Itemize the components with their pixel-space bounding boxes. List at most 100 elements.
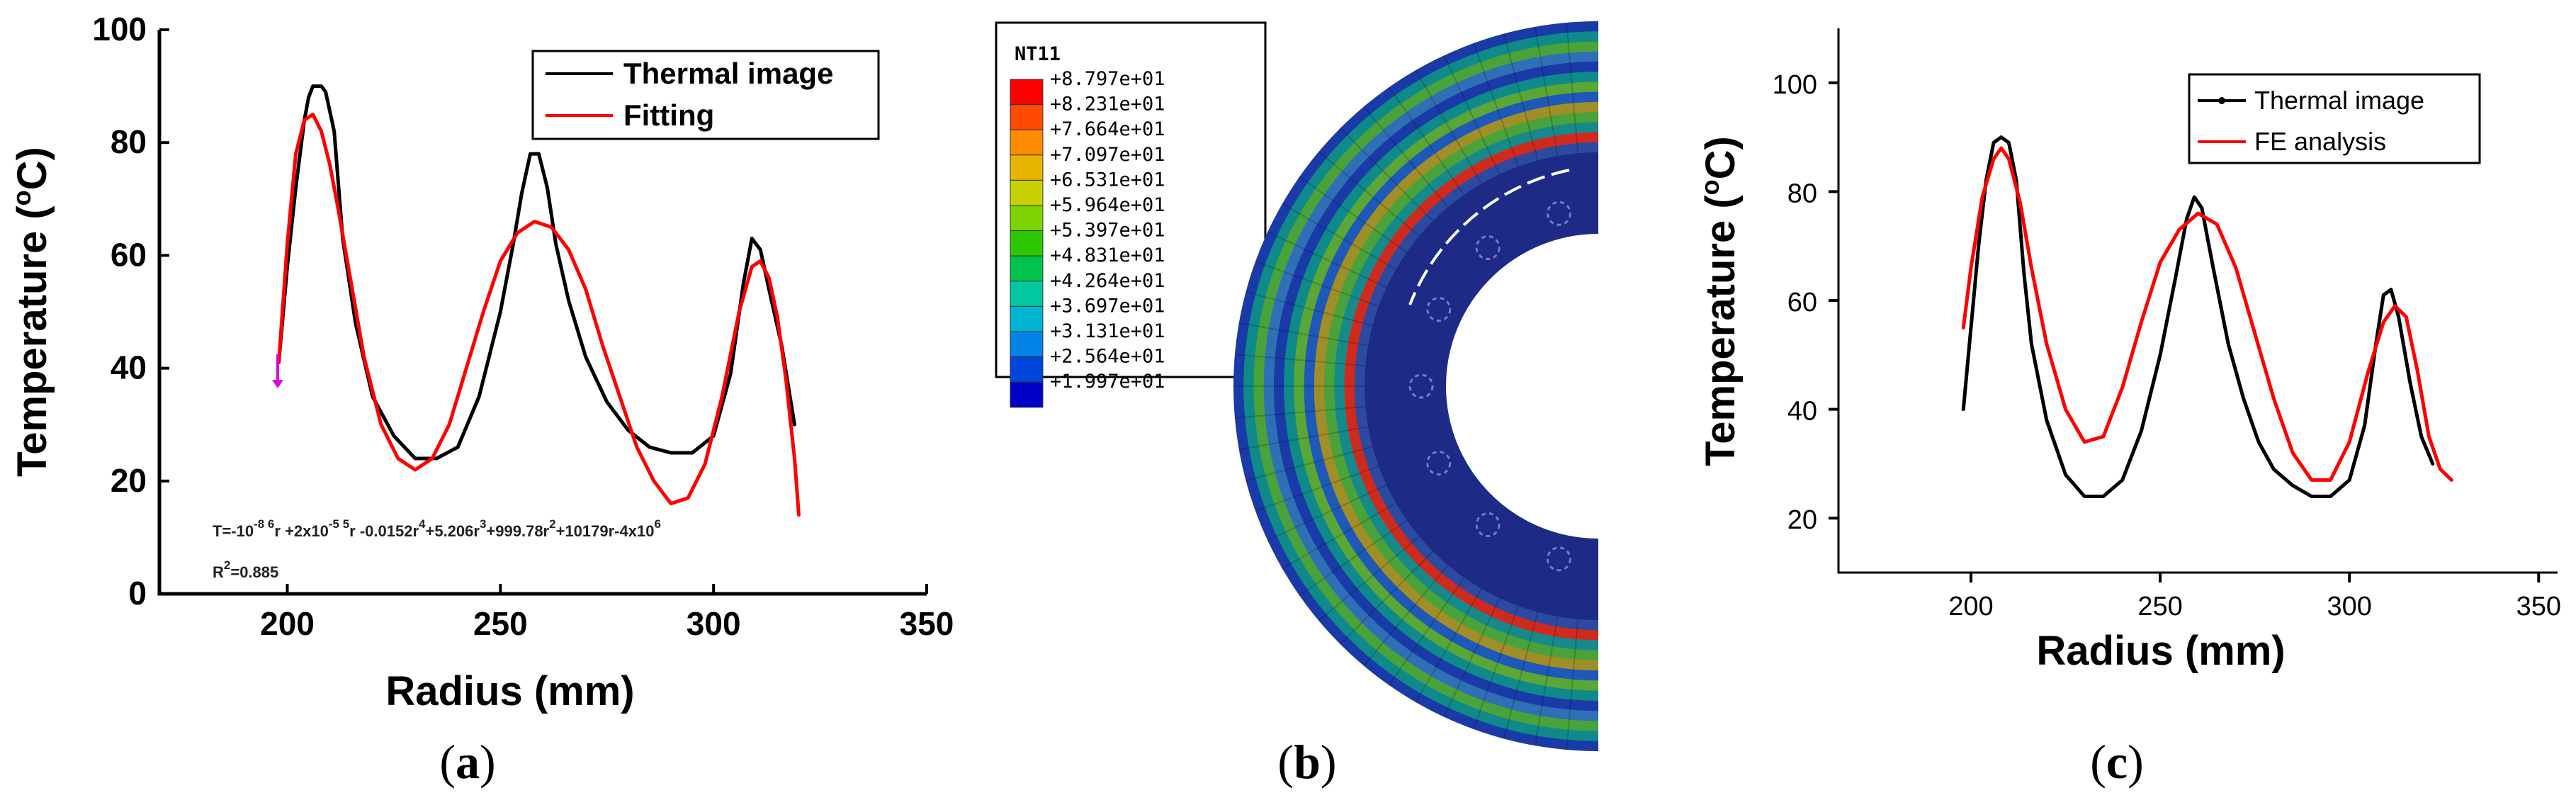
- contour-mesh-line-2: [1534, 26, 1559, 157]
- contour-mesh-line-27: [1340, 551, 1434, 645]
- contour-mesh-line-4: [1472, 43, 1520, 167]
- chart-a-legend-label-fitting: Fitting: [623, 98, 714, 132]
- chart-a-y-axis-label: Temperature (oC): [7, 147, 55, 477]
- chart-c-y-axis-label-unit: C): [1697, 136, 1744, 179]
- contour-legend-label-2: +7.664e+01: [1050, 118, 1165, 140]
- contour-legend-swatches: [1010, 79, 1044, 408]
- contour-mesh-line-25: [1299, 519, 1408, 597]
- contour-legend-label-5: +5.964e+01: [1050, 194, 1165, 216]
- chart-c-legend-box: [2188, 73, 2481, 164]
- chart-c-x-tick-label-3: 350: [2516, 592, 2561, 621]
- contour-mesh-line-13: [1267, 231, 1387, 288]
- contour-bolt-hole-1: [1475, 235, 1501, 261]
- contour-legend-label-7: +4.831e+01: [1050, 244, 1165, 266]
- contour-mesh-line-29: [1388, 577, 1465, 686]
- chart-c-y-tick-label-1: 40: [1787, 397, 1817, 427]
- chart-a-y-tick-label-2: 40: [111, 349, 147, 386]
- chart-a-y-tick-label-5: 100: [92, 11, 147, 47]
- chart-a-series-1-line: [277, 112, 801, 517]
- contour-legend-label-1: +8.231e+01: [1050, 94, 1165, 116]
- chart-c-y-tick-label-3: 80: [1787, 179, 1817, 208]
- contour-ring-plot: [1233, 21, 1598, 751]
- chart-c-series-0-line: [1961, 135, 2435, 498]
- contour-legend-label-8: +4.264e+01: [1050, 270, 1165, 292]
- chart-a-r-squared: R2=0.885: [213, 558, 278, 581]
- chart-c-legend-label-thermal: Thermal image: [2254, 86, 2424, 115]
- contour-bolt-hole-0: [1546, 201, 1571, 226]
- contour-legend-label-3: +7.097e+01: [1050, 144, 1165, 166]
- eq-part-3: +5.206r: [425, 522, 480, 540]
- chart-c-legend-marker-thermal: [2218, 97, 2225, 104]
- contour-legend-swatch-8: [1010, 281, 1044, 307]
- eq-part-4: +999.78r: [486, 522, 549, 540]
- contour-mesh-line-24: [1282, 502, 1396, 570]
- chart-c-y-axis-label: Temperature (oC): [1695, 136, 1744, 466]
- contour-mesh-line-8: [1363, 106, 1449, 208]
- contour-legend-label-12: +1.997e+01: [1050, 371, 1165, 393]
- chart-c-x-tick-label-0: 200: [1948, 592, 1993, 621]
- panel-label-a: (a): [439, 735, 495, 789]
- contour-mesh-line-30: [1415, 588, 1482, 703]
- chart-c-y-ticks: 20 40 60 80 100: [1773, 70, 1838, 535]
- contour-mesh-line-12: [1282, 203, 1396, 270]
- panel-label-c: (c): [2090, 735, 2144, 789]
- contour-legend-label-9: +3.697e+01: [1050, 295, 1165, 317]
- contour-mesh-line-26: [1318, 536, 1420, 621]
- chart-a-x-axis-label: Radius (mm): [385, 668, 634, 714]
- eq-sup-0: -8 6: [254, 517, 274, 531]
- contour-legend-label-6: +5.397e+01: [1050, 220, 1165, 242]
- contour-legend-swatch-6: [1010, 230, 1044, 257]
- contour-mesh-line-3: [1503, 33, 1539, 161]
- chart-a-y-ticks: 0 20 40 60 80 100: [92, 11, 169, 612]
- contour-dashed-edge: [1408, 169, 1570, 305]
- contour-mesh-line-19: [1234, 405, 1366, 419]
- contour-legend-swatch-2: [1010, 129, 1044, 156]
- contour-mesh-line-15: [1245, 291, 1373, 327]
- contour-bolt-hole-5: [1475, 512, 1501, 537]
- contour-legend-swatch-12: [1010, 381, 1044, 408]
- chart-a-legend-label-thermal: Thermal image: [623, 57, 833, 90]
- contour-legend-swatch-3: [1010, 154, 1044, 181]
- contour-legend-swatch-9: [1010, 305, 1044, 332]
- chart-a-y-tick-label-1: 20: [111, 462, 147, 499]
- eq-sup-5: 6: [654, 517, 660, 531]
- contour-mesh-line-28: [1363, 565, 1449, 667]
- contour-mesh-line-10: [1318, 151, 1420, 237]
- chart-a-y-tick-label-3: 60: [111, 236, 147, 273]
- chart-a-y-axis-label-degree: o: [7, 190, 36, 206]
- chart-c-y-tick-label-4: 100: [1773, 70, 1817, 100]
- contour-bolt-hole-3: [1408, 373, 1434, 399]
- contour-legend-label-0: +8.797e+01: [1050, 68, 1165, 90]
- contour-mesh-line-23: [1267, 484, 1387, 541]
- contour-mesh-line-5: [1443, 55, 1501, 175]
- chart-c-x-axis-label: Radius (mm): [2036, 628, 2285, 674]
- chart-c: 200 250 300 350 20 40 60 80 100 Radius (mm) Tem…: [1695, 28, 2561, 789]
- chart-c-series-layer: [1961, 135, 2453, 498]
- chart-c-x-tick-label-1: 250: [2137, 592, 2182, 621]
- contour-mesh-line-16: [1238, 322, 1369, 347]
- chart-c-frame: [1837, 28, 2558, 574]
- contour-legend-label-11: +2.564e+01: [1050, 346, 1165, 368]
- contour-mesh-line-9: [1340, 128, 1434, 222]
- contour-legend-label-4: +6.531e+01: [1050, 169, 1165, 191]
- chart-a-series-0-line: [277, 84, 796, 461]
- chart-a-legend: Thermal image Fitting: [531, 50, 880, 140]
- chart-c-y-tick-label-2: 60: [1787, 288, 1817, 317]
- chart-a-y-tick-label-4: 80: [111, 123, 147, 160]
- eq-part-0: T=-10: [213, 522, 254, 540]
- chart-a: 200 250 300 350 0 20 40 60 80 100 Radius (mm) Te…: [7, 11, 954, 789]
- eq-sup-4: 2: [549, 517, 555, 531]
- contour-mesh-line-17: [1234, 354, 1366, 367]
- contour-variable-name: NT11: [1015, 43, 1061, 65]
- r2-sup: 2: [224, 558, 230, 572]
- chart-c-y-tick-label-0: 20: [1787, 505, 1817, 535]
- chart-c-series-1-line: [1961, 146, 2453, 482]
- contour-mesh-line-22: [1255, 465, 1379, 512]
- contour-legend-swatch-5: [1010, 205, 1044, 232]
- chart-c-y-axis-label-main: Temperature (: [1697, 195, 1744, 466]
- contour-mesh-line-7: [1388, 86, 1465, 196]
- contour-legend-label-10: +3.131e+01: [1050, 320, 1165, 342]
- panel-label-c-letter: c: [2106, 735, 2128, 789]
- contour-legend-swatch-10: [1010, 331, 1044, 358]
- r2-label: R: [213, 563, 224, 581]
